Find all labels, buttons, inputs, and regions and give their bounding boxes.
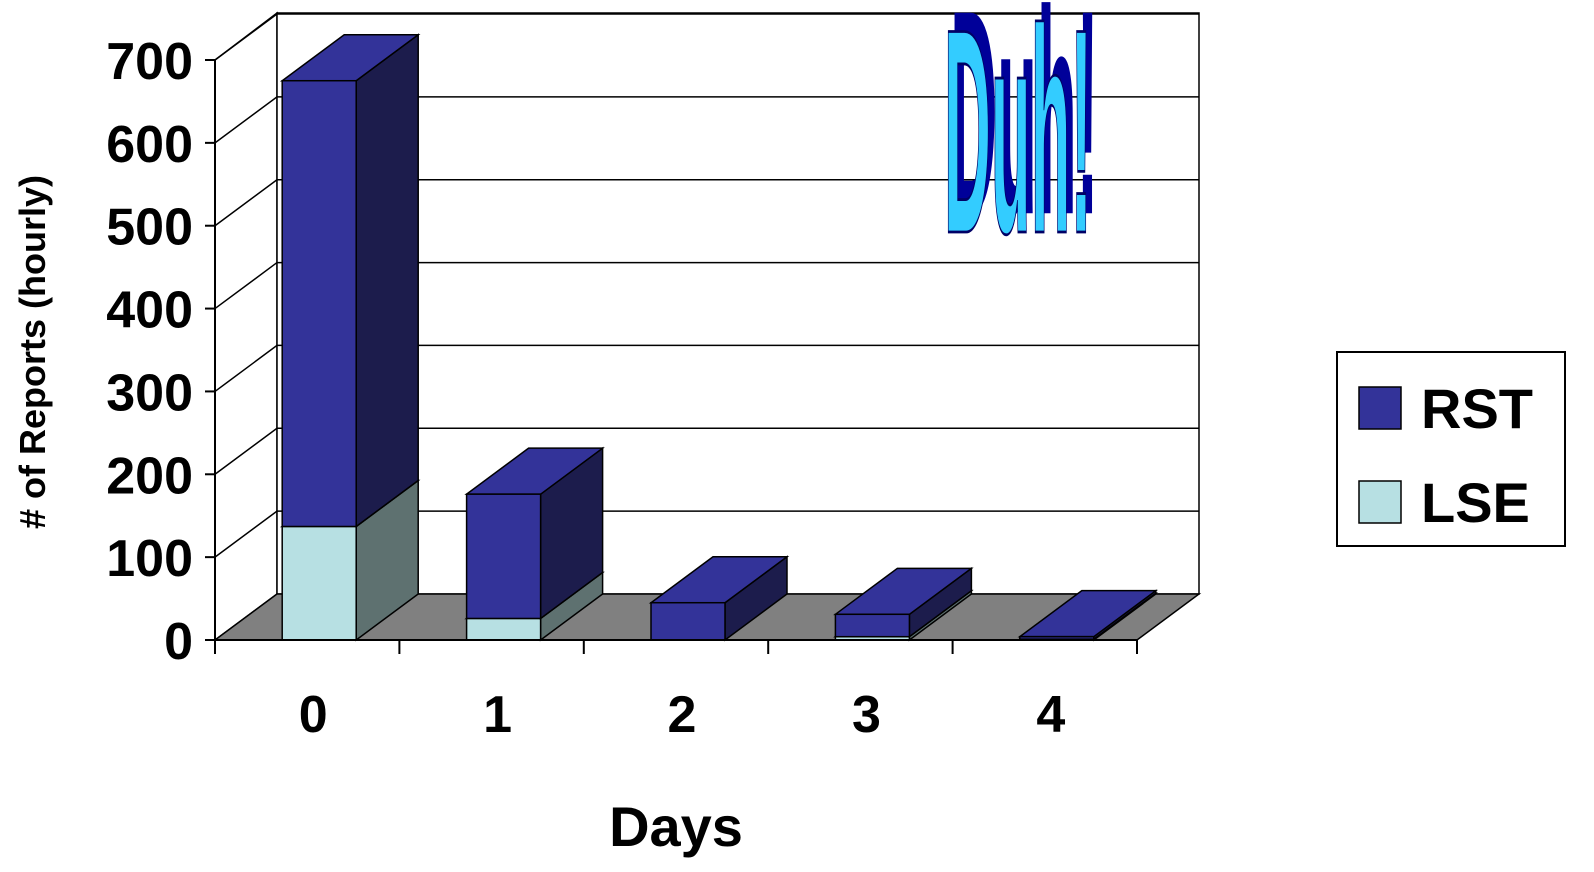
bar-segment-rst-day-3: [833, 566, 974, 639]
x-tick-label: 1: [483, 686, 512, 744]
x-tick-label: 4: [1036, 686, 1065, 744]
gridline: [214, 96, 1199, 144]
gridline: [214, 13, 1199, 61]
x-axis-title: Days: [609, 795, 743, 858]
bar-front: [1019, 635, 1095, 640]
bar-front: [834, 613, 911, 638]
y-tick-label: 100: [106, 530, 193, 588]
bar-front: [281, 525, 357, 641]
wordart-text: Duh!: [944, 0, 1092, 294]
bar-segment-rst-day-1: [464, 446, 605, 620]
y-tick-label: 400: [106, 282, 193, 340]
legend-swatch-rst: [1358, 386, 1402, 430]
bar-front: [281, 79, 357, 528]
gridline: [214, 344, 1199, 393]
legend: RST LSE: [1336, 351, 1566, 547]
legend-label-lse: LSE: [1421, 471, 1530, 534]
y-tick-label: 200: [106, 447, 193, 505]
gridline: [214, 510, 1199, 558]
y-tick-label: 0: [164, 613, 193, 671]
gridline: [214, 261, 1199, 310]
gridline: [214, 427, 1199, 475]
bar-segment-rst-day-4: [1017, 589, 1159, 641]
x-tick-label: 2: [668, 686, 697, 744]
y-axis-title: # of Reports (hourly): [12, 175, 53, 529]
wordart-annotation: Duh! Duh!: [943, 0, 1098, 295]
legend-label-rst: RST: [1421, 377, 1533, 440]
y-tick-label: 300: [106, 364, 193, 422]
bar-front: [465, 617, 542, 641]
y-tick-label: 700: [106, 33, 193, 91]
chart-walls: [214, 11, 1200, 642]
bar-side: [355, 33, 419, 528]
y-tick-label: 600: [106, 116, 193, 174]
x-tick-label: 3: [852, 686, 881, 744]
bar-front: [650, 601, 726, 641]
back-wall: [276, 12, 1200, 595]
gridline: [214, 178, 1199, 227]
bar-segment-rst-day-2: [648, 555, 790, 642]
side-wall: [214, 11, 278, 642]
bar-front: [465, 493, 542, 620]
y-tick-label: 500: [106, 199, 193, 257]
wordart-shadow: Duh!: [950, 0, 1098, 275]
gridlines: [214, 13, 1199, 558]
bar-segment-rst-day-0: [279, 33, 421, 528]
legend-swatch-lse: [1358, 480, 1402, 524]
x-axis: 0 1 2 3 4: [214, 639, 1138, 744]
bars: [279, 33, 1159, 642]
y-axis: 0 100 200 300 400 500 600 700: [106, 33, 216, 671]
x-tick-label: 0: [299, 686, 328, 744]
